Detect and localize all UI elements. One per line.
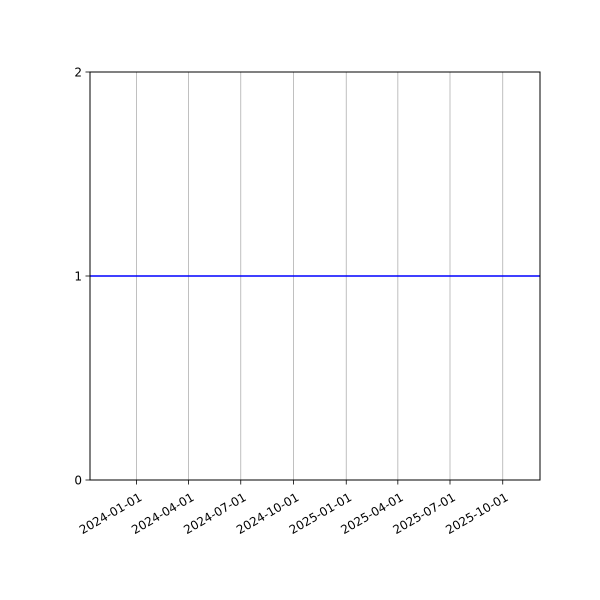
y-tick-label: 1 — [74, 270, 82, 284]
y-tick-label: 0 — [74, 474, 82, 488]
y-axis: 0 1 2 — [74, 66, 90, 488]
y-tick-label: 2 — [74, 66, 82, 80]
